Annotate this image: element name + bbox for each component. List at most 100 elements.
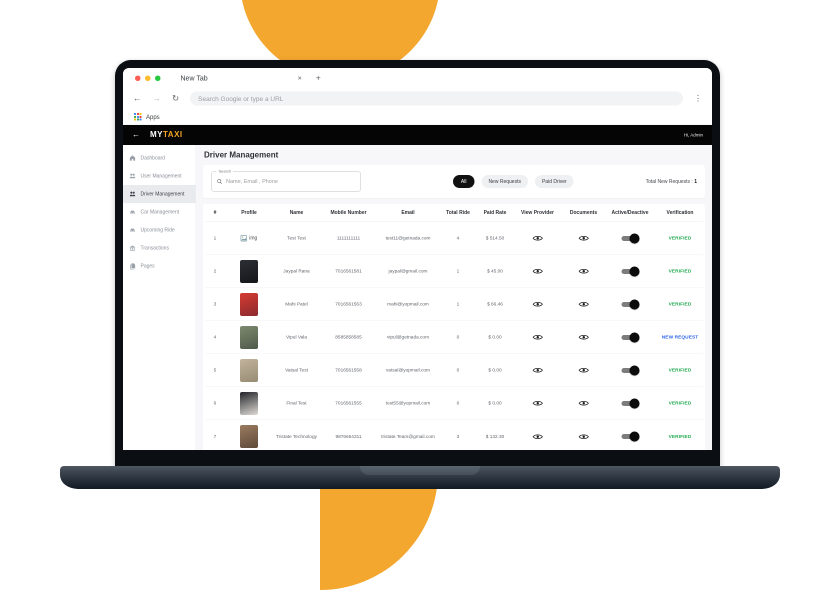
filter-new-requests[interactable]: New Requests	[481, 175, 528, 188]
active-toggle[interactable]	[621, 233, 640, 244]
tab-close-icon[interactable]: ×	[297, 74, 302, 82]
forward-icon[interactable]: →	[152, 93, 162, 104]
view-provider-eye-icon[interactable]	[513, 400, 562, 407]
total-ride: 0	[456, 334, 460, 341]
view-provider-eye-icon[interactable]	[513, 367, 562, 374]
active-toggle[interactable]	[621, 431, 640, 442]
search-placeholder: Name, Email , Phone	[226, 178, 278, 185]
filter-all[interactable]: All	[452, 175, 475, 188]
documents-eye-icon[interactable]	[562, 334, 605, 341]
maximize-window-button[interactable]	[155, 75, 161, 81]
total-new-requests: Total New Requests : 1	[645, 178, 697, 185]
documents-eye-icon[interactable]	[562, 268, 605, 275]
main-content: Driver Management Search Name, Email , P…	[196, 145, 712, 450]
table-row: 4 Vipul Vala 8585858585 vipul@getnada.com 0 $…	[205, 321, 703, 354]
active-toggle[interactable]	[621, 332, 640, 343]
sidebar-item-car-management[interactable]: Car Management	[123, 203, 196, 221]
drivers-icon	[129, 191, 136, 197]
active-toggle[interactable]	[621, 398, 640, 409]
column-header: Mobile Number	[330, 210, 367, 216]
active-toggle[interactable]	[621, 365, 640, 376]
driver-name: Vipul Vala	[286, 334, 307, 341]
mobile-number: 7016561558	[335, 367, 362, 374]
total-ride: 0	[456, 400, 460, 407]
reload-icon[interactable]: ↻	[172, 93, 180, 104]
sidebar-item-pages[interactable]: Pages	[123, 257, 196, 275]
total-ride: 4	[456, 235, 460, 242]
view-provider-eye-icon[interactable]	[513, 235, 562, 242]
driver-name: Test Test	[287, 235, 306, 242]
verification-status: VERIFIED	[668, 433, 692, 440]
apps-grid-icon[interactable]	[134, 113, 142, 121]
pages-icon	[130, 263, 136, 270]
mobile-number: 1111111111	[336, 235, 361, 242]
view-provider-eye-icon[interactable]	[513, 268, 562, 275]
browser-menu-icon[interactable]: ⋮	[694, 94, 702, 104]
active-toggle[interactable]	[621, 266, 640, 277]
profile-cell: img	[225, 235, 273, 242]
mobile-number: 9876654311	[335, 433, 362, 440]
verification-status: VERIFIED	[668, 235, 692, 242]
table-header-row: # Profile Name Mobile Number Email Total Ride…	[205, 204, 703, 222]
documents-eye-icon[interactable]	[562, 301, 605, 308]
table-row: 7 Tristate Technology 9876654311 tristate.T…	[205, 420, 703, 450]
window-controls	[135, 75, 161, 81]
minimize-window-button[interactable]	[145, 75, 151, 81]
view-provider-eye-icon[interactable]	[513, 334, 562, 341]
url-bar[interactable]: Search Google or type a URL	[190, 91, 683, 106]
driver-email: vipul@getnada.com	[386, 334, 430, 341]
browser-toolbar: ← → ↻ Search Google or type a URL ⋮	[123, 88, 712, 109]
documents-eye-icon[interactable]	[562, 433, 605, 440]
laptop-screen-frame: New Tab × + ← → ↻ Search Google or type …	[115, 60, 720, 466]
profile-cell	[225, 358, 273, 382]
sidebar-item-label: User Management	[140, 173, 182, 179]
row-number: 3	[213, 301, 217, 308]
users-icon	[129, 173, 136, 179]
total-ride: 1	[456, 268, 460, 275]
documents-eye-icon[interactable]	[562, 400, 605, 407]
close-window-button[interactable]	[135, 75, 141, 81]
row-number: 5	[213, 367, 217, 374]
verification-status: VERIFIED	[668, 301, 692, 308]
laptop-base	[60, 466, 780, 489]
driver-photo	[240, 292, 258, 316]
tab-title[interactable]: New Tab	[180, 74, 208, 82]
bookmarks-bar: Apps	[123, 109, 712, 125]
back-icon[interactable]: ←	[133, 93, 142, 104]
page-title: Driver Management	[204, 151, 279, 160]
verification-status: VERIFIED	[668, 400, 692, 407]
documents-eye-icon[interactable]	[562, 235, 605, 242]
sidebar-item-label: Transactions	[140, 245, 169, 251]
sidebar-item-upcoming-ride[interactable]: Upcoming Ride	[123, 221, 196, 239]
row-number: 2	[213, 268, 217, 275]
driver-name: Mahi Patel	[285, 301, 308, 308]
sidebar-item-user-management[interactable]: User Management	[123, 167, 196, 185]
profile-cell	[225, 259, 273, 283]
paid-rate: $ 66.46	[487, 301, 503, 308]
apps-bookmark[interactable]: Apps	[146, 113, 160, 121]
search-input[interactable]: Search Name, Email , Phone	[211, 169, 361, 192]
table-row: 1 img Test Test 1111111111 test11@getnada.co…	[205, 222, 703, 255]
filter-paid-driver[interactable]: Paid Driver	[534, 175, 574, 188]
filter-bar: Search Name, Email , Phone All New Reques…	[203, 165, 705, 198]
documents-eye-icon[interactable]	[562, 367, 605, 374]
sidebar-item-driver-management[interactable]: Driver Management	[123, 185, 196, 203]
paid-rate: $ 45.00	[487, 268, 503, 275]
driver-photo	[240, 358, 258, 382]
view-provider-eye-icon[interactable]	[513, 301, 562, 308]
driver-email: jaypal@gmail.com	[388, 268, 428, 275]
profile-cell	[225, 292, 273, 316]
sidebar-item-transactions[interactable]: Transactions	[123, 239, 196, 257]
app-back-icon[interactable]: ←	[132, 130, 140, 140]
sidebar-item-label: Upcoming Ride	[140, 227, 175, 233]
mobile-number: 8585858585	[335, 334, 362, 341]
new-tab-icon[interactable]: +	[315, 73, 321, 83]
view-provider-eye-icon[interactable]	[513, 433, 562, 440]
paid-rate: $ 132.30	[485, 433, 505, 440]
sidebar-item-label: Dashboard	[140, 155, 165, 161]
sidebar-item-dashboard[interactable]: Dashboard	[123, 149, 196, 167]
broken-image-icon: img	[225, 235, 273, 242]
car-icon	[130, 210, 135, 214]
active-toggle[interactable]	[621, 299, 640, 310]
drivers-table: # Profile Name Mobile Number Email Total Ride…	[203, 204, 705, 450]
